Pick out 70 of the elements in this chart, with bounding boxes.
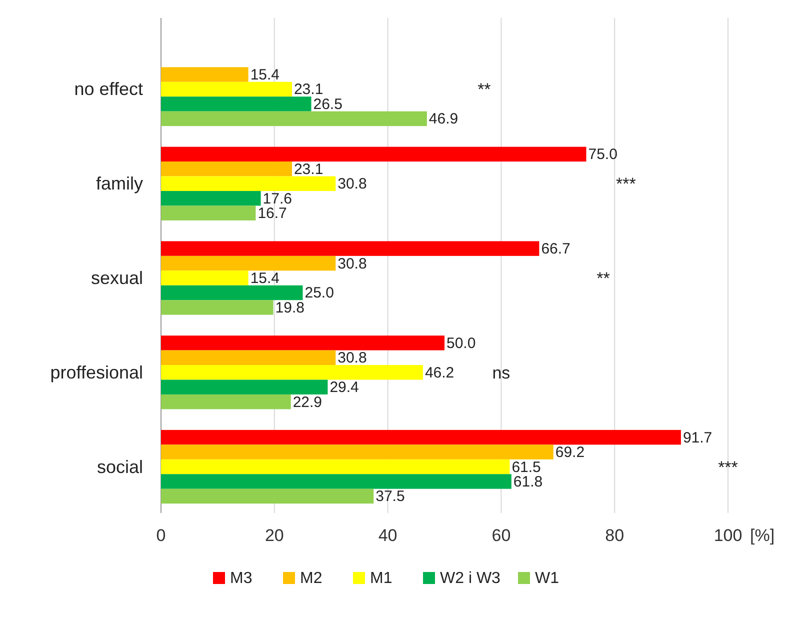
bar [161,190,261,206]
bar [161,111,427,126]
data-label: 46.9 [428,110,458,128]
data-label: 15.4 [250,270,280,287]
data-label: 46.2 [424,364,454,382]
legend-label: M2 [300,570,322,587]
bar [161,270,248,286]
data-label: 61.8 [513,473,543,490]
y-tick-label: social [96,456,143,477]
annotation: *** [718,458,738,477]
data-label: 16.7 [258,205,287,222]
bar [161,300,274,315]
annotation: ** [478,80,492,100]
data-label: 29.4 [330,379,359,396]
bar [161,336,444,350]
bar [161,146,586,162]
data-label: 19.8 [275,299,304,316]
legend-label: M1 [370,570,392,587]
data-label: 75.0 [588,146,618,164]
data-label: 61.5 [512,458,541,476]
bar [161,162,292,176]
data-label: 23.1 [294,81,324,98]
bar [161,176,336,191]
bar [161,459,510,474]
bar [161,67,248,82]
y-tick-label: proffesional [50,362,143,382]
x-tick-label: 20 [264,526,284,545]
data-label: 66.7 [541,240,570,258]
bar [161,256,336,271]
data-label: 15.4 [250,66,280,84]
data-label: 26.5 [313,96,342,113]
x-tick-label: 40 [378,526,398,545]
data-label: 69.2 [555,444,585,462]
bar [161,488,374,504]
x-tick-label: 0 [156,526,166,545]
bar [161,206,256,220]
x-tick-label: 80 [605,526,624,545]
bar [161,285,303,300]
bar [161,430,681,445]
x-axis-title: [%] [750,526,775,545]
data-label: 30.8 [338,176,367,193]
data-label: 30.8 [338,350,367,367]
data-label: 37.5 [376,488,405,506]
annotation: ns [492,363,510,382]
bar [161,82,292,97]
legend-label: M3 [230,570,252,587]
x-tick-label: 100 [714,526,742,545]
y-tick-label: sexual [90,268,143,288]
data-label: 17.6 [262,190,292,208]
bar [161,474,512,489]
annotation: ** [596,269,610,288]
bar [161,380,328,394]
data-label: 30.8 [338,255,367,272]
bar [161,241,540,256]
legend-label: W1 [535,570,560,587]
data-label: 91.7 [682,429,712,446]
bar [161,365,423,380]
bar [161,96,312,112]
bar [161,444,554,460]
data-label: 23.1 [294,160,324,178]
annotation: *** [616,174,636,194]
legend-label: W2 i W3 [440,570,501,587]
data-label: 50.0 [446,334,476,352]
y-tick-label: family [96,174,143,194]
data-label: 22.9 [292,394,322,411]
y-tick-label: no effect [74,79,143,100]
bar [161,394,291,410]
data-label: 25.0 [304,284,334,302]
x-tick-label: 60 [492,526,511,545]
bar [161,350,336,366]
